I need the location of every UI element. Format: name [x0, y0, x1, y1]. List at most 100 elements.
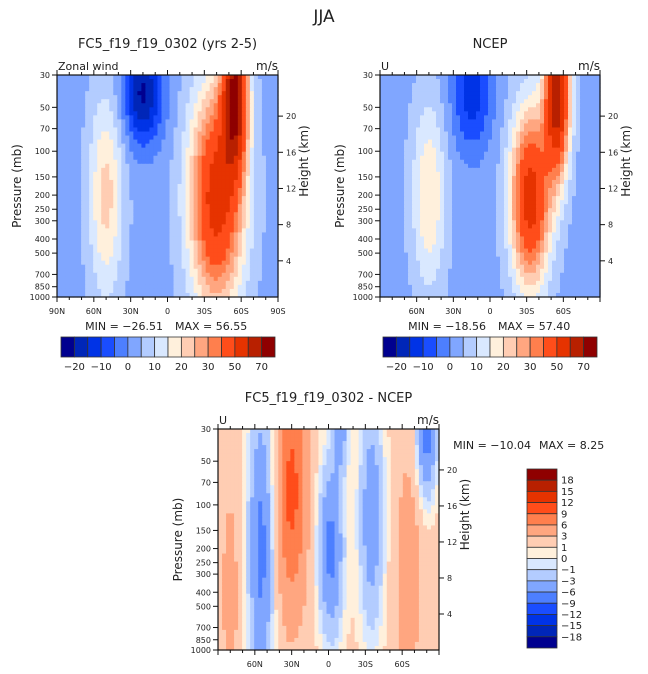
contour-cell: [205, 240, 211, 246]
contour-cell: [464, 171, 469, 177]
contour-cell: [456, 171, 461, 177]
contour-cell: [157, 83, 163, 88]
contour-cell: [145, 192, 151, 197]
contour-cell: [496, 188, 501, 193]
y-tick-label: 850: [35, 283, 50, 292]
contour-cell: [596, 163, 601, 169]
contour-cell: [213, 236, 219, 242]
contour-cell: [273, 83, 279, 88]
contour-cell: [133, 143, 138, 149]
contour-cell: [480, 107, 485, 112]
contour-cell: [265, 131, 271, 137]
contour-cell: [89, 220, 94, 225]
contour-cell: [253, 155, 259, 161]
contour-cell: [157, 292, 163, 298]
contour-cell: [221, 232, 227, 238]
contour-cell: [436, 192, 441, 197]
contour-cell: [396, 171, 401, 177]
contour-cell: [141, 139, 146, 145]
contour-cell: [233, 131, 239, 137]
contour-cell: [185, 159, 191, 165]
contour-cell: [380, 111, 385, 116]
contour-cell: [488, 151, 493, 157]
contour-cell: [145, 175, 151, 181]
contour-cell: [273, 147, 279, 153]
contour-cell: [201, 188, 207, 193]
contour-cell: [157, 147, 163, 153]
contour-cell: [57, 272, 62, 278]
contour-cell: [161, 216, 167, 221]
contour-cell: [181, 155, 187, 161]
contour-cell: [205, 139, 211, 145]
contour-cell: [113, 143, 118, 149]
contour-cell: [149, 228, 155, 234]
contour-cell: [556, 204, 561, 209]
contour-cell: [193, 292, 199, 298]
contour-cell: [145, 155, 151, 161]
contour-cell: [125, 135, 130, 141]
contour-cell: [121, 127, 126, 133]
contour-cell: [141, 119, 146, 125]
contour-cell: [165, 204, 171, 209]
contour-cell: [564, 200, 569, 205]
contour-cell: [396, 163, 401, 169]
contour-cell: [69, 232, 74, 238]
contour-cell: [245, 288, 251, 294]
contour-cell: [432, 83, 437, 88]
contour-cell: [249, 252, 255, 258]
contour-cell: [540, 95, 545, 100]
contour-cell: [596, 115, 601, 120]
contour-cell: [412, 208, 417, 213]
contour-cell: [93, 99, 98, 104]
contour-cell: [105, 228, 110, 234]
contour-cell: [205, 179, 211, 185]
contour-cell: [420, 83, 425, 88]
contour-cell: [261, 155, 267, 161]
contour-cell: [488, 188, 493, 193]
contour-cell: [269, 171, 275, 177]
contour-cell: [412, 127, 417, 133]
contour-cell: [532, 75, 537, 80]
contour-cell: [404, 139, 409, 145]
contour-cell: [125, 212, 130, 217]
contour-cell: [384, 192, 389, 197]
contour-cell: [245, 91, 251, 96]
contour-cell: [468, 147, 473, 153]
contour-cell: [253, 200, 259, 205]
contour-cell: [193, 115, 199, 120]
contour-cell: [428, 95, 433, 100]
contour-cell: [157, 123, 163, 129]
contour-cell: [129, 268, 134, 274]
contour-cell: [552, 183, 557, 189]
contour-cell: [57, 212, 62, 217]
contour-cell: [109, 167, 114, 173]
contour-cell: [532, 167, 537, 173]
contour-cell: [189, 103, 195, 108]
contour-cell: [564, 87, 569, 92]
contour-cell: [428, 196, 433, 201]
contour-cell: [273, 115, 279, 120]
contour-cell: [237, 212, 243, 217]
contour-cell: [89, 200, 94, 205]
contour-cell: [225, 83, 231, 88]
contour-cell: [157, 220, 163, 225]
contour-cell: [253, 115, 259, 120]
contour-cell: [205, 216, 211, 221]
contour-cell: [536, 183, 541, 189]
contour-cell: [253, 127, 259, 133]
contour-cell: [233, 135, 239, 141]
contour-cell: [592, 135, 597, 141]
contour-cell: [81, 167, 86, 173]
contour-cell: [496, 87, 501, 92]
contour-cell: [416, 111, 421, 116]
contour-cell: [193, 111, 199, 116]
contour-cell: [213, 99, 219, 104]
contour-cell: [400, 131, 405, 137]
contour-cell: [145, 103, 151, 108]
contour-cell: [396, 127, 401, 133]
contour-cell: [73, 147, 78, 153]
contour-cell: [540, 119, 545, 125]
contour-cell: [241, 83, 247, 88]
contour-cell: [456, 79, 461, 84]
contour-cell: [69, 107, 74, 112]
